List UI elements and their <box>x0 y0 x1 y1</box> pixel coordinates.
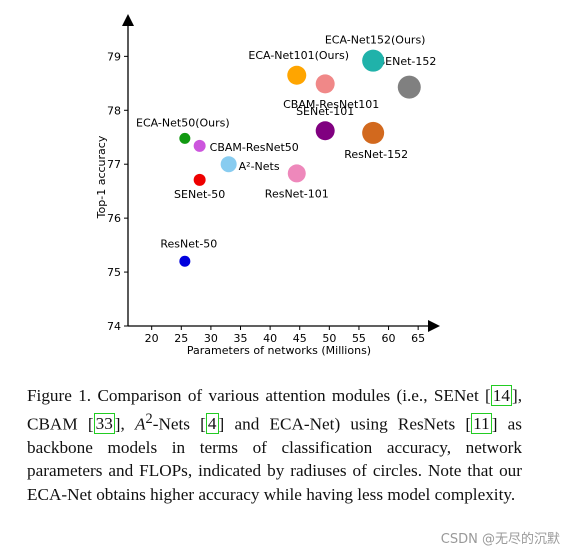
scatter-chart: 20 25 30 35 40 45 50 55 60 65 74 75 76 77 78 79 ResNet-… <box>95 14 440 357</box>
data-point <box>179 255 191 267</box>
citation-link[interactable]: 11 <box>471 413 492 435</box>
x-tick-label: 30 <box>204 332 218 345</box>
x-tick-label: 65 <box>411 332 425 345</box>
y-tick-label: 76 <box>107 212 121 225</box>
data-point-label: SENet-101 <box>296 105 354 118</box>
y-axis-arrow <box>122 14 134 26</box>
citation-link[interactable]: 33 <box>93 413 115 435</box>
x-tick-label: 50 <box>322 332 336 345</box>
y-tick-label: 74 <box>107 320 121 333</box>
data-point-label: ECA-Net101(Ours) <box>248 49 349 62</box>
x-tick-label: 60 <box>382 332 396 345</box>
data-point-label: ECA-Net152(Ours) <box>325 34 426 47</box>
x-tick-label: 20 <box>145 332 159 345</box>
x-tick-label: 55 <box>352 332 366 345</box>
caption-text: -Nets [ <box>152 414 206 434</box>
x-axis-label: Parameters of networks (Millions) <box>187 344 371 357</box>
data-point <box>315 121 335 141</box>
data-point-label: SENet-50 <box>174 188 225 201</box>
x-tick-label: 45 <box>293 332 307 345</box>
watermark: CSDN @无尽的沉默 <box>440 532 560 547</box>
x-tick-label: 40 <box>263 332 277 345</box>
caption-text: Figure 1. Comparison of various attentio… <box>27 386 491 405</box>
data-point-label: CBAM-ResNet101 <box>283 98 379 111</box>
data-point <box>287 65 307 85</box>
y-axis-label: Top-1 accuracy <box>95 135 108 219</box>
data-point <box>287 164 306 183</box>
x-tick-label: 35 <box>234 332 248 345</box>
caption-text: ], <box>114 414 136 434</box>
caption-italic: A <box>135 414 146 434</box>
x-axis-arrow <box>428 320 440 332</box>
data-point-label: ResNet-101 <box>265 187 329 200</box>
caption-text: ] as backbone models in terms of classif… <box>27 414 522 504</box>
citation-link[interactable]: 14 <box>490 385 512 406</box>
data-point <box>362 49 385 72</box>
data-point <box>315 74 335 94</box>
caption-text: ] and ECA-Net) using ResNets [ <box>218 414 472 434</box>
data-point <box>220 156 237 173</box>
y-tick-label: 79 <box>107 50 121 63</box>
data-point-label: SENet-152 <box>378 55 436 68</box>
caption-superscript: 2 <box>145 410 153 427</box>
data-point <box>179 132 191 144</box>
data-point-label: ResNet-50 <box>160 237 217 250</box>
data-point <box>362 121 385 144</box>
y-tick-label: 77 <box>107 158 121 171</box>
data-point-label: ECA-Net50(Ours) <box>136 116 230 129</box>
y-tick-label: 78 <box>107 104 121 117</box>
data-point <box>193 139 206 152</box>
caption-text: ], CBAM [ <box>27 386 522 434</box>
citation-link[interactable]: 4 <box>205 413 219 435</box>
x-tick-label: 25 <box>174 332 188 345</box>
data-point <box>397 75 421 99</box>
figure-caption: Figure 1. Comparison of various attentio… <box>27 384 522 506</box>
y-tick-label: 75 <box>107 266 121 279</box>
data-point-label: CBAM-ResNet50 <box>210 141 299 154</box>
data-point-label: A²-Nets <box>239 160 280 173</box>
data-point <box>193 173 206 186</box>
data-point-label: ResNet-152 <box>344 148 408 161</box>
